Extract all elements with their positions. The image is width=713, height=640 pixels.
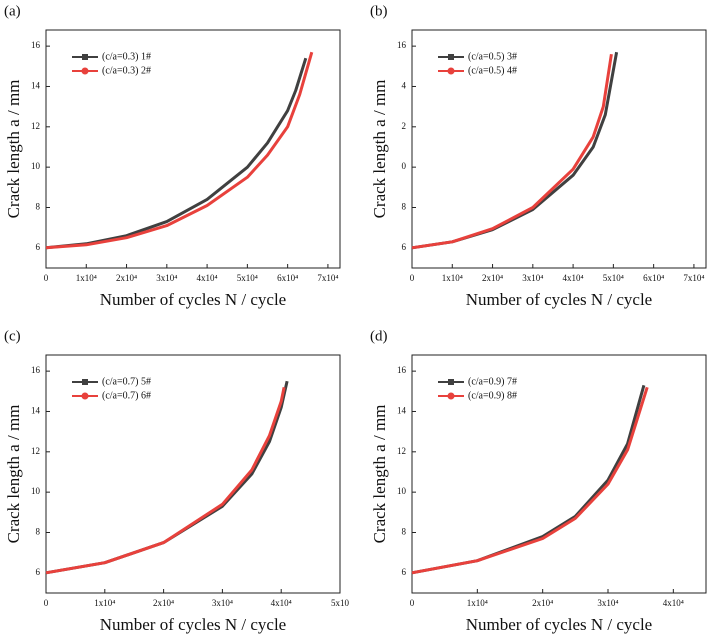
x-tick-label: 0 <box>410 598 415 608</box>
data-line <box>45 380 289 575</box>
x-tick-label: 6x10⁴ <box>643 273 664 283</box>
legend-marker <box>82 379 88 385</box>
legend-marker <box>82 54 88 60</box>
y-tick-label: 12 <box>31 446 40 456</box>
x-tick-label: 1x10⁴ <box>467 598 488 608</box>
y-axis-label: Crack length a / mm <box>370 80 389 219</box>
x-tick-label: 0 <box>44 598 49 608</box>
legend-text: (c/a=0.3) 2# <box>102 65 151 76</box>
legend-text: (c/a=0.9) 7# <box>468 376 517 387</box>
y-tick-label: 16 <box>397 365 407 375</box>
legend-marker <box>81 392 89 400</box>
y-axis-label: Crack length a / mm <box>4 405 23 544</box>
y-tick-label: 0 <box>402 161 407 171</box>
legend-marker <box>447 392 455 400</box>
legend-text: (c/a=0.5) 4# <box>468 65 517 76</box>
y-tick-label: 12 <box>397 446 406 456</box>
y-axis-label: Crack length a / mm <box>4 80 23 219</box>
x-tick-label: 1x10⁴ <box>76 273 97 283</box>
y-tick-label: 16 <box>31 365 41 375</box>
legend-text: (c/a=0.5) 3# <box>468 51 517 62</box>
x-tick-label: 5x10 <box>331 598 350 608</box>
x-axis-label: Number of cycles N / cycle <box>466 615 652 634</box>
y-tick-label: 4 <box>402 81 407 91</box>
y-tick-label: 10 <box>31 486 41 496</box>
x-tick-label: 2x10⁴ <box>153 598 174 608</box>
x-tick-label: 7x10⁴ <box>317 273 338 283</box>
y-tick-label: 10 <box>397 486 407 496</box>
y-tick-label: 8 <box>402 202 407 212</box>
y-tick-label: 16 <box>397 40 407 50</box>
y-tick-label: 8 <box>36 202 41 212</box>
x-tick-label: 1x10⁴ <box>442 273 463 283</box>
plot-frame <box>411 354 707 594</box>
x-tick-label: 2x10⁴ <box>116 273 137 283</box>
x-tick-label: 0 <box>410 273 415 283</box>
y-tick-label: 6 <box>402 242 407 252</box>
y-tick-label: 2 <box>402 121 407 131</box>
legend-text: (c/a=0.7) 6# <box>102 390 151 401</box>
panel-label: (d) <box>370 328 388 344</box>
x-tick-label: 2x10⁴ <box>532 598 553 608</box>
x-tick-label: 4x10⁴ <box>271 598 292 608</box>
y-tick-label: 12 <box>31 121 40 131</box>
x-tick-label: 3x10⁴ <box>156 273 177 283</box>
x-tick-label: 1x10⁴ <box>94 598 115 608</box>
legend-marker <box>448 379 454 385</box>
legend-marker <box>448 54 454 60</box>
y-tick-label: 14 <box>31 81 41 91</box>
y-tick-label: 8 <box>402 527 407 537</box>
x-tick-label: 4x10⁴ <box>663 598 684 608</box>
y-tick-label: 10 <box>31 161 41 171</box>
legend-marker <box>81 67 89 75</box>
y-tick-label: 14 <box>31 406 41 416</box>
panel-label: (b) <box>370 3 388 19</box>
x-tick-label: 6x10⁴ <box>277 273 298 283</box>
y-axis-label: Crack length a / mm <box>370 405 389 544</box>
legend-text: (c/a=0.7) 5# <box>102 376 151 387</box>
data-line <box>45 57 308 250</box>
x-tick-label: 3x10⁴ <box>212 598 233 608</box>
y-tick-label: 6 <box>36 567 41 577</box>
panel-label: (c) <box>4 328 21 344</box>
y-tick-label: 8 <box>36 527 41 537</box>
legend-text: (c/a=0.9) 8# <box>468 390 517 401</box>
x-tick-label: 3x10⁴ <box>597 598 618 608</box>
x-tick-label: 3x10⁴ <box>522 273 543 283</box>
x-tick-label: 4x10⁴ <box>563 273 584 283</box>
y-tick-label: 14 <box>397 406 407 416</box>
legend-marker <box>447 67 455 75</box>
x-axis-label: Number of cycles N / cycle <box>100 615 286 634</box>
legend-text: (c/a=0.3) 1# <box>102 51 151 62</box>
plot-frame <box>45 29 341 269</box>
plot-frame <box>411 29 707 269</box>
data-line <box>411 53 613 250</box>
x-tick-label: 7x10⁴ <box>683 273 704 283</box>
data-line <box>45 51 314 250</box>
x-tick-label: 2x10⁴ <box>482 273 503 283</box>
x-axis-label: Number of cycles N / cycle <box>100 290 286 309</box>
x-axis-label: Number of cycles N / cycle <box>466 290 652 309</box>
y-tick-label: 6 <box>402 567 407 577</box>
x-tick-label: 5x10⁴ <box>237 273 258 283</box>
x-tick-label: 0 <box>44 273 49 283</box>
y-tick-label: 6 <box>36 242 41 252</box>
plot-frame <box>45 354 341 594</box>
panel-label: (a) <box>4 3 21 19</box>
x-tick-label: 4x10⁴ <box>197 273 218 283</box>
data-line <box>411 386 649 575</box>
data-line <box>45 386 286 575</box>
y-tick-label: 16 <box>31 40 41 50</box>
x-tick-label: 5x10⁴ <box>603 273 624 283</box>
